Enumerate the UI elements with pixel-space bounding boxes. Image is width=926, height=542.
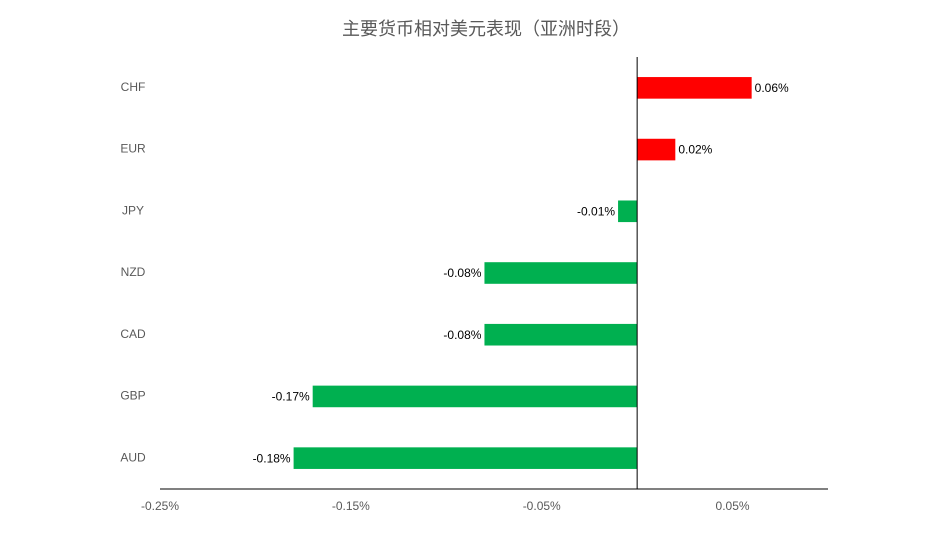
- value-label: -0.08%: [443, 266, 481, 280]
- value-label: -0.08%: [443, 328, 481, 342]
- bar: [312, 385, 638, 408]
- y-tick-label: CAD: [120, 327, 146, 341]
- value-label: -0.18%: [253, 451, 291, 465]
- bar: [484, 323, 638, 346]
- x-tick-label: -0.15%: [332, 499, 370, 513]
- bar: [293, 447, 638, 469]
- y-tick-label: JPY: [122, 203, 144, 217]
- y-tick-label: EUR: [120, 142, 146, 156]
- value-label: 0.06%: [755, 81, 789, 95]
- y-tick-label: GBP: [120, 389, 145, 403]
- bar: [618, 200, 638, 223]
- value-label: -0.17%: [272, 390, 310, 404]
- bar: [484, 262, 638, 284]
- y-tick-label: NZD: [121, 265, 146, 279]
- bar: [637, 77, 752, 99]
- x-tick-label: -0.25%: [141, 499, 179, 513]
- y-tick-label: AUD: [120, 450, 146, 464]
- bar: [637, 138, 676, 161]
- y-tick-label: CHF: [121, 80, 146, 94]
- value-label: 0.02%: [678, 143, 712, 157]
- chart-title: 主要货币相对美元表现（亚洲时段）: [342, 19, 630, 39]
- x-tick-label: 0.05%: [716, 499, 750, 513]
- value-label: -0.01%: [577, 204, 615, 218]
- x-tick-label: -0.05%: [523, 499, 561, 513]
